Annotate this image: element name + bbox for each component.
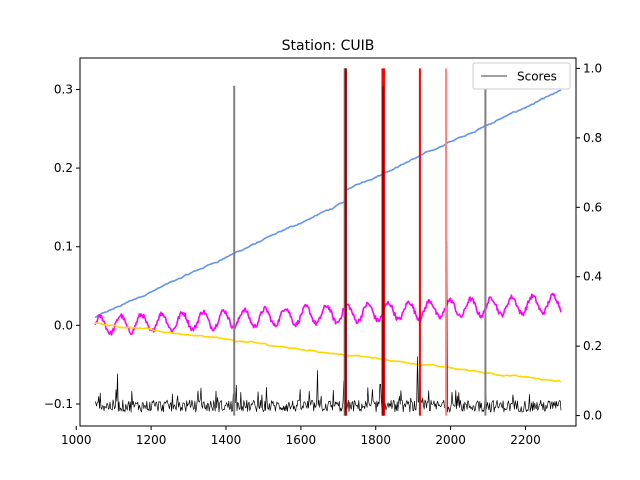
series-line-0	[94, 89, 562, 319]
y-right-tick-label-0: 0.0	[583, 409, 602, 423]
y-right-tick-label-3: 0.6	[583, 200, 602, 214]
chart-title: Station: CUIB	[282, 38, 375, 54]
x-axis: 1000 1200 1400 1600 1800 2000 2200	[61, 426, 541, 447]
legend-box	[472, 62, 571, 90]
series-line-scores	[94, 224, 562, 413]
series-layer	[94, 89, 562, 413]
y-right-tick-label-4: 0.8	[583, 131, 602, 145]
y-right-tick-label-5: 1.0	[583, 61, 602, 75]
y-right-tick-label-2: 0.4	[583, 270, 602, 284]
plot-frame	[79, 57, 577, 427]
legend-entry-scores: Scores	[517, 70, 557, 84]
x-tick-label-2: 1400	[211, 433, 242, 447]
x-tick-label-5: 2000	[435, 433, 466, 447]
x-tick-label-1: 1200	[136, 433, 167, 447]
y-left-axis: −0.1 0.0 0.1 0.2 0.3	[44, 82, 80, 411]
y-left-tick-label-1: 0.0	[54, 318, 73, 332]
series-line-1	[94, 292, 562, 336]
series-line-2	[94, 322, 562, 383]
y-right-tick-label-1: 0.2	[583, 339, 602, 353]
legend: Scores	[472, 62, 571, 90]
y-left-tick-label-3: 0.2	[54, 161, 73, 175]
y-left-tick-label-0: −0.1	[44, 397, 73, 411]
y-left-tick-label-2: 0.1	[54, 240, 73, 254]
x-tick-label-0: 1000	[61, 433, 92, 447]
x-tick-label-4: 1800	[360, 433, 391, 447]
vertical-lines-layer	[233, 68, 487, 416]
x-tick-label-6: 2200	[510, 433, 541, 447]
y-right-axis: 0.0 0.2 0.4 0.6 0.8 1.0	[576, 61, 602, 423]
x-tick-label-3: 1600	[286, 433, 317, 447]
y-left-tick-label-4: 0.3	[54, 82, 73, 96]
